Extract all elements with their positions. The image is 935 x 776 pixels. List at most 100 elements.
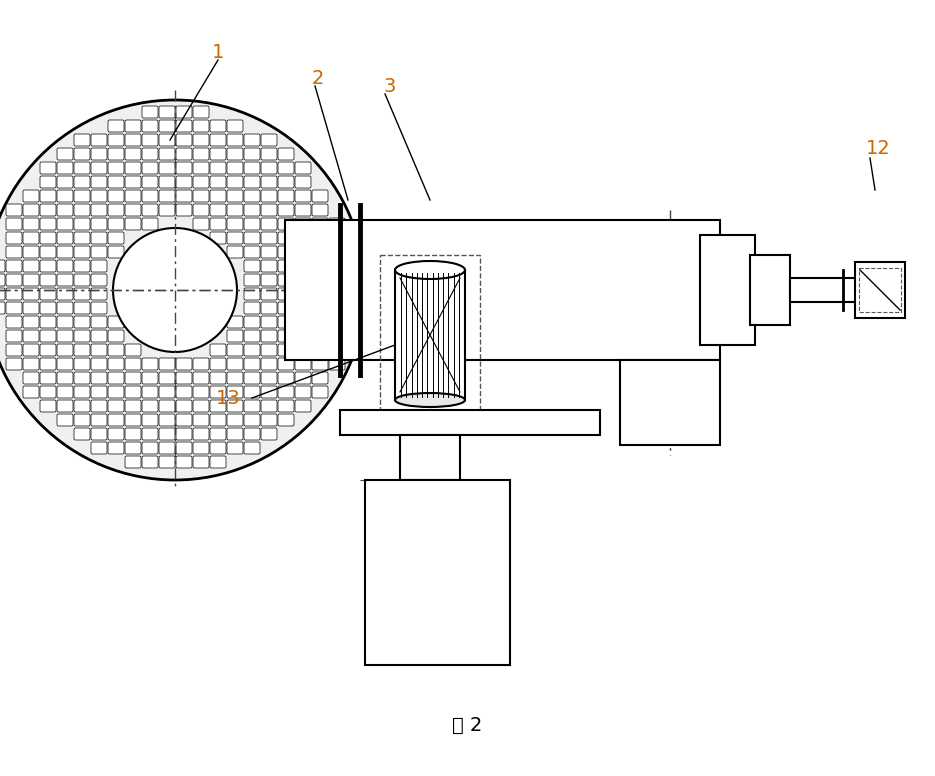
FancyBboxPatch shape xyxy=(108,344,124,356)
Bar xyxy=(750,255,790,325)
FancyBboxPatch shape xyxy=(329,316,345,328)
FancyBboxPatch shape xyxy=(193,106,209,118)
FancyBboxPatch shape xyxy=(159,134,175,146)
FancyBboxPatch shape xyxy=(193,218,209,230)
FancyBboxPatch shape xyxy=(40,190,56,202)
FancyBboxPatch shape xyxy=(91,190,107,202)
FancyBboxPatch shape xyxy=(312,204,328,216)
Text: 12: 12 xyxy=(866,138,890,158)
FancyBboxPatch shape xyxy=(210,148,226,160)
FancyBboxPatch shape xyxy=(142,176,158,188)
FancyBboxPatch shape xyxy=(261,372,277,384)
FancyBboxPatch shape xyxy=(6,260,22,272)
FancyBboxPatch shape xyxy=(57,148,73,160)
FancyBboxPatch shape xyxy=(142,190,158,202)
FancyBboxPatch shape xyxy=(57,414,73,426)
FancyBboxPatch shape xyxy=(57,218,73,230)
FancyBboxPatch shape xyxy=(57,232,73,244)
FancyBboxPatch shape xyxy=(57,372,73,384)
FancyBboxPatch shape xyxy=(227,190,243,202)
FancyBboxPatch shape xyxy=(278,414,294,426)
FancyBboxPatch shape xyxy=(278,162,294,174)
FancyBboxPatch shape xyxy=(108,372,124,384)
FancyBboxPatch shape xyxy=(295,246,311,258)
FancyBboxPatch shape xyxy=(159,400,175,412)
FancyBboxPatch shape xyxy=(176,456,192,468)
FancyBboxPatch shape xyxy=(91,372,107,384)
FancyBboxPatch shape xyxy=(193,148,209,160)
FancyBboxPatch shape xyxy=(244,204,260,216)
FancyBboxPatch shape xyxy=(91,260,107,272)
FancyBboxPatch shape xyxy=(244,414,260,426)
FancyBboxPatch shape xyxy=(329,260,345,272)
FancyBboxPatch shape xyxy=(210,204,226,216)
FancyBboxPatch shape xyxy=(57,302,73,314)
FancyBboxPatch shape xyxy=(57,358,73,370)
FancyBboxPatch shape xyxy=(176,372,192,384)
FancyBboxPatch shape xyxy=(40,372,56,384)
FancyBboxPatch shape xyxy=(210,400,226,412)
FancyBboxPatch shape xyxy=(74,162,90,174)
FancyBboxPatch shape xyxy=(74,316,90,328)
FancyBboxPatch shape xyxy=(57,246,73,258)
FancyBboxPatch shape xyxy=(244,386,260,398)
FancyBboxPatch shape xyxy=(176,204,192,216)
FancyBboxPatch shape xyxy=(91,302,107,314)
FancyBboxPatch shape xyxy=(74,344,90,356)
FancyBboxPatch shape xyxy=(57,162,73,174)
FancyBboxPatch shape xyxy=(40,274,56,286)
FancyBboxPatch shape xyxy=(312,232,328,244)
FancyBboxPatch shape xyxy=(278,232,294,244)
Text: 图 2: 图 2 xyxy=(452,715,482,735)
FancyBboxPatch shape xyxy=(142,162,158,174)
FancyBboxPatch shape xyxy=(57,204,73,216)
FancyBboxPatch shape xyxy=(227,246,243,258)
FancyBboxPatch shape xyxy=(227,372,243,384)
FancyBboxPatch shape xyxy=(176,358,192,370)
FancyBboxPatch shape xyxy=(244,288,260,300)
FancyBboxPatch shape xyxy=(261,330,277,342)
FancyBboxPatch shape xyxy=(23,302,39,314)
FancyBboxPatch shape xyxy=(23,246,39,258)
FancyBboxPatch shape xyxy=(57,330,73,342)
FancyBboxPatch shape xyxy=(159,162,175,174)
FancyBboxPatch shape xyxy=(40,246,56,258)
FancyBboxPatch shape xyxy=(227,386,243,398)
FancyBboxPatch shape xyxy=(125,176,141,188)
FancyBboxPatch shape xyxy=(244,302,260,314)
Bar xyxy=(700,235,755,345)
FancyBboxPatch shape xyxy=(57,288,73,300)
FancyBboxPatch shape xyxy=(261,204,277,216)
FancyBboxPatch shape xyxy=(295,400,311,412)
FancyBboxPatch shape xyxy=(74,428,90,440)
FancyBboxPatch shape xyxy=(193,414,209,426)
FancyBboxPatch shape xyxy=(312,316,328,328)
FancyBboxPatch shape xyxy=(142,442,158,454)
FancyBboxPatch shape xyxy=(295,204,311,216)
FancyBboxPatch shape xyxy=(227,414,243,426)
FancyBboxPatch shape xyxy=(176,176,192,188)
FancyBboxPatch shape xyxy=(295,330,311,342)
FancyBboxPatch shape xyxy=(91,274,107,286)
FancyBboxPatch shape xyxy=(74,414,90,426)
FancyBboxPatch shape xyxy=(108,358,124,370)
FancyBboxPatch shape xyxy=(295,190,311,202)
FancyBboxPatch shape xyxy=(142,386,158,398)
FancyBboxPatch shape xyxy=(244,218,260,230)
FancyBboxPatch shape xyxy=(312,190,328,202)
FancyBboxPatch shape xyxy=(278,176,294,188)
FancyBboxPatch shape xyxy=(210,456,226,468)
FancyBboxPatch shape xyxy=(210,358,226,370)
FancyBboxPatch shape xyxy=(125,400,141,412)
FancyBboxPatch shape xyxy=(159,442,175,454)
FancyBboxPatch shape xyxy=(176,106,192,118)
FancyBboxPatch shape xyxy=(57,176,73,188)
FancyBboxPatch shape xyxy=(346,288,362,300)
FancyBboxPatch shape xyxy=(0,302,5,314)
FancyBboxPatch shape xyxy=(125,134,141,146)
FancyBboxPatch shape xyxy=(227,218,243,230)
FancyBboxPatch shape xyxy=(6,232,22,244)
FancyBboxPatch shape xyxy=(142,120,158,132)
FancyBboxPatch shape xyxy=(40,386,56,398)
FancyBboxPatch shape xyxy=(261,386,277,398)
